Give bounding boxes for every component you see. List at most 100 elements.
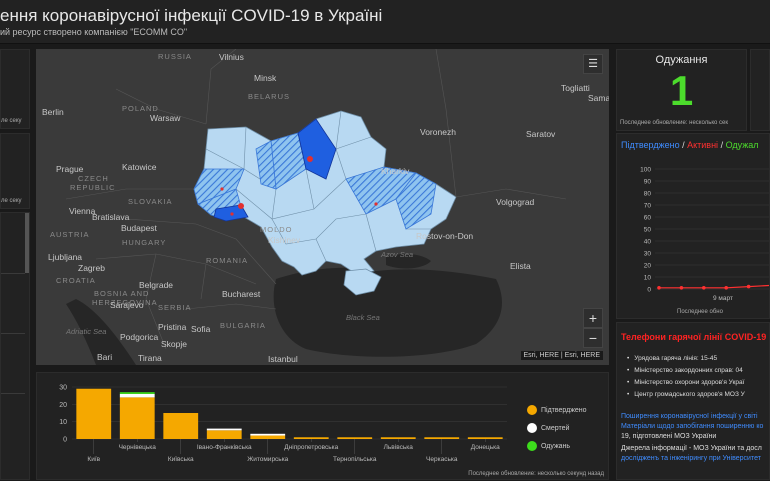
app-header: ення коронавірусної інфекції COVID-19 в … — [0, 0, 770, 44]
left-stat-panel-2: ле секу — [0, 133, 30, 209]
left-list-panel[interactable] — [0, 212, 30, 480]
line-title-confirmed: Підтверджено — [621, 140, 680, 150]
bar-segment[interactable] — [119, 393, 155, 398]
line-chart-panel: Підтверджено / Активні / Одужал 0 10 20 30 4… — [616, 133, 770, 319]
sources-link[interactable]: дослідженъ та інженірингу при Університе… — [621, 455, 761, 462]
map-label-pristina: Pristina — [158, 322, 187, 332]
line-y-tick: 100 — [640, 167, 651, 174]
bar-segment[interactable] — [337, 437, 373, 439]
map-label-hungary: HUNGARY — [122, 238, 167, 247]
map-label-czech: CZECH — [78, 174, 109, 183]
line-point[interactable] — [702, 286, 706, 290]
map-label-podgorica: Podgorica — [120, 332, 159, 342]
line-y-tick: 50 — [644, 227, 652, 234]
bar-segment[interactable] — [467, 437, 503, 439]
map-label-tirana: Tirana — [138, 353, 162, 363]
map-label-black-sea: Black Sea — [346, 313, 380, 322]
bar-x-label: Тернопільська — [333, 455, 377, 463]
bar-segment[interactable] — [206, 430, 242, 439]
bar-segment[interactable] — [250, 433, 286, 436]
map-label-katowice: Katowice — [122, 162, 157, 172]
bar-y-tick: 20 — [59, 402, 67, 409]
map-label-belarus: BELARUS — [248, 92, 291, 101]
map-label-moldova: MOLDO — [260, 225, 293, 234]
line-point[interactable] — [746, 284, 751, 289]
map-label-budapest: Budapest — [121, 223, 157, 233]
map-label-sofia: Sofia — [191, 324, 211, 334]
map-label-prague: Prague — [56, 164, 84, 174]
line-y-tick: 60 — [644, 215, 652, 222]
bar-segment[interactable] — [380, 437, 416, 439]
map-label-warsaw: Warsaw — [150, 113, 181, 123]
bar-y-tick: 0 — [63, 437, 67, 444]
bar-segment[interactable] — [119, 397, 155, 439]
zoom-out-button[interactable]: − — [583, 328, 603, 348]
legend-dot-confirmed — [527, 405, 537, 415]
line-chart-title: Підтверджено / Активні / Одужал — [621, 140, 759, 150]
left-stat-footer-1: ле секу — [1, 118, 22, 124]
right-stub-panel — [750, 49, 770, 131]
map-view[interactable]: RUSSIA Vilnius Minsk BELARUS Togliatti S… — [36, 49, 609, 365]
bar-segment[interactable] — [293, 437, 329, 439]
map-label-bucharest: Bucharest — [222, 289, 261, 299]
map-label-bosnia-2: HERZEGOVINA — [92, 298, 158, 307]
line-y-tick: 90 — [644, 179, 652, 186]
left-list-scrollbar[interactable] — [25, 213, 29, 273]
map-label-istanbul: Istanbul — [268, 354, 298, 364]
bar-x-label: Чернівецька — [119, 443, 157, 451]
bar-segment[interactable] — [76, 388, 112, 439]
map-attribution: Esri, HERE | Esri, HERE — [520, 351, 603, 360]
line-x-tick: 9 март — [713, 295, 733, 302]
map-label-romania: ROMANIA — [206, 256, 249, 265]
zoom-in-button[interactable]: + — [583, 308, 603, 328]
map-label-berlin: Berlin — [42, 107, 64, 117]
line-point[interactable] — [679, 286, 684, 290]
line-y-tick: 40 — [644, 239, 652, 246]
line-point[interactable] — [724, 286, 728, 290]
map-list-button[interactable]: ☰ — [583, 54, 603, 74]
hotline-item: Урядова гаряча лінія: 15-45 — [627, 355, 745, 367]
bar-segment[interactable] — [250, 435, 286, 439]
line-y-tick: 80 — [644, 191, 652, 198]
line-title-active: Активні — [687, 140, 719, 150]
map-canvas — [65, 49, 567, 365]
line-y-tick: 10 — [644, 275, 652, 282]
line-point[interactable] — [657, 286, 661, 290]
map-label-austria: AUSTRIA — [50, 230, 90, 239]
legend-label-deaths: Смертей — [541, 425, 570, 432]
bar-x-label: Київська — [168, 456, 194, 463]
bar-segment[interactable] — [424, 437, 460, 439]
line-y-tick: 30 — [644, 251, 652, 258]
legend-dot-recovered — [527, 441, 537, 451]
line-y-tick: 0 — [647, 287, 651, 294]
bar-x-label: Дніпропетровська — [284, 443, 338, 451]
bar-segment[interactable] — [206, 428, 242, 431]
map-label-azov: Azov Sea — [381, 250, 414, 259]
map-label-rostov: Rostov-on-Don — [416, 231, 474, 241]
line-series — [659, 284, 769, 289]
bar-x-label: Івано-Франківська — [197, 443, 252, 451]
map-label-elista: Elista — [510, 261, 531, 271]
map-label-adriatic: Adriatic Sea — [66, 327, 107, 336]
line-chart: 0 10 20 30 40 50 60 70 80 90 100 9 март — [640, 167, 769, 302]
hotline-item: Міністерство закордонних справ: 04 — [627, 367, 745, 379]
hotline-item: Міністерство охорони здоров'я Украї — [627, 379, 745, 391]
recovered-value: 1 — [669, 67, 694, 114]
map-label-bratislava: Bratislava — [92, 212, 130, 222]
map-label-republic: REPUBLIC — [70, 183, 116, 192]
legend-label-recovered: Одужань — [541, 443, 571, 450]
map-label-russia: RUSSIA — [158, 52, 192, 61]
recovered-panel: Одужання 1 Последнее обновление: несколь… — [616, 49, 747, 131]
map-label-kharkiv: Kharkiv — [381, 166, 410, 176]
bar-segment[interactable] — [119, 392, 155, 394]
recovered-footer: Последнее обновление: несколько сек — [620, 120, 728, 126]
prevention-materials-link[interactable]: Матеріали щодо запобігання поширенню ко — [621, 423, 764, 430]
world-spread-link[interactable]: Поширення коронавірусної інфекції у світ… — [621, 413, 758, 420]
map-label-bari: Bari — [97, 352, 113, 362]
bar-segment[interactable] — [163, 413, 199, 439]
map-label-belgrade: Belgrade — [139, 280, 174, 290]
map-label-poland: POLAND — [122, 104, 159, 113]
page-subtitle: ий ресурс створено компанією "ECOMM CO" — [0, 27, 188, 37]
left-stat-footer-2: ле секу — [1, 198, 22, 204]
legend-label-confirmed: Підтверджено — [541, 407, 587, 414]
